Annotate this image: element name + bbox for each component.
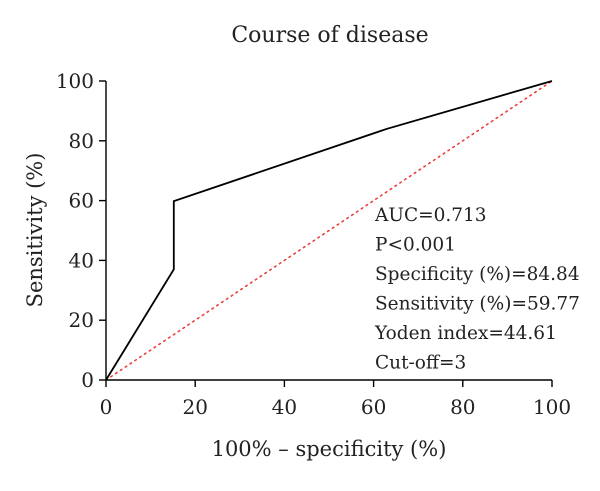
x-tick-label: 60 (361, 395, 386, 419)
y-tick-label: 60 (69, 189, 94, 213)
x-axis-label: 100% – specificity (%) (212, 437, 447, 461)
axes: 0 20 40 60 80 100 0 20 40 60 80 100 (56, 69, 571, 419)
stat-annotation: Specificity (%)=84.84 (375, 264, 580, 285)
y-tick-label: 80 (69, 129, 94, 153)
x-tick-label: 0 (100, 395, 113, 419)
stat-annotation: Sensitivity (%)=59.77 (375, 294, 580, 315)
stat-annotation: P<0.001 (375, 235, 456, 256)
roc-curve-line (105, 80, 553, 381)
x-tick-label: 100 (533, 395, 571, 419)
x-tick-label: 20 (182, 395, 207, 419)
x-tick-label: 40 (272, 395, 297, 419)
stat-annotation: Cut-off=3 (375, 353, 466, 374)
y-tick-label: 0 (81, 368, 94, 392)
reference-diagonal-line (105, 80, 553, 381)
stat-annotation: AUC=0.713 (374, 205, 487, 226)
x-tick-label: 80 (450, 395, 475, 419)
chart-title: Course of disease (231, 23, 428, 48)
stats-annotations: AUC=0.713 P<0.001 Specificity (%)=84.84 Sen… (374, 205, 580, 374)
y-axis-label: Sensitivity (%) (23, 153, 47, 308)
y-tick-label: 40 (69, 248, 94, 272)
stat-annotation: Yoden index=44.61 (374, 323, 557, 344)
y-tick-label: 20 (69, 308, 94, 332)
plot-area (105, 80, 553, 381)
y-tick-label: 100 (56, 69, 94, 93)
